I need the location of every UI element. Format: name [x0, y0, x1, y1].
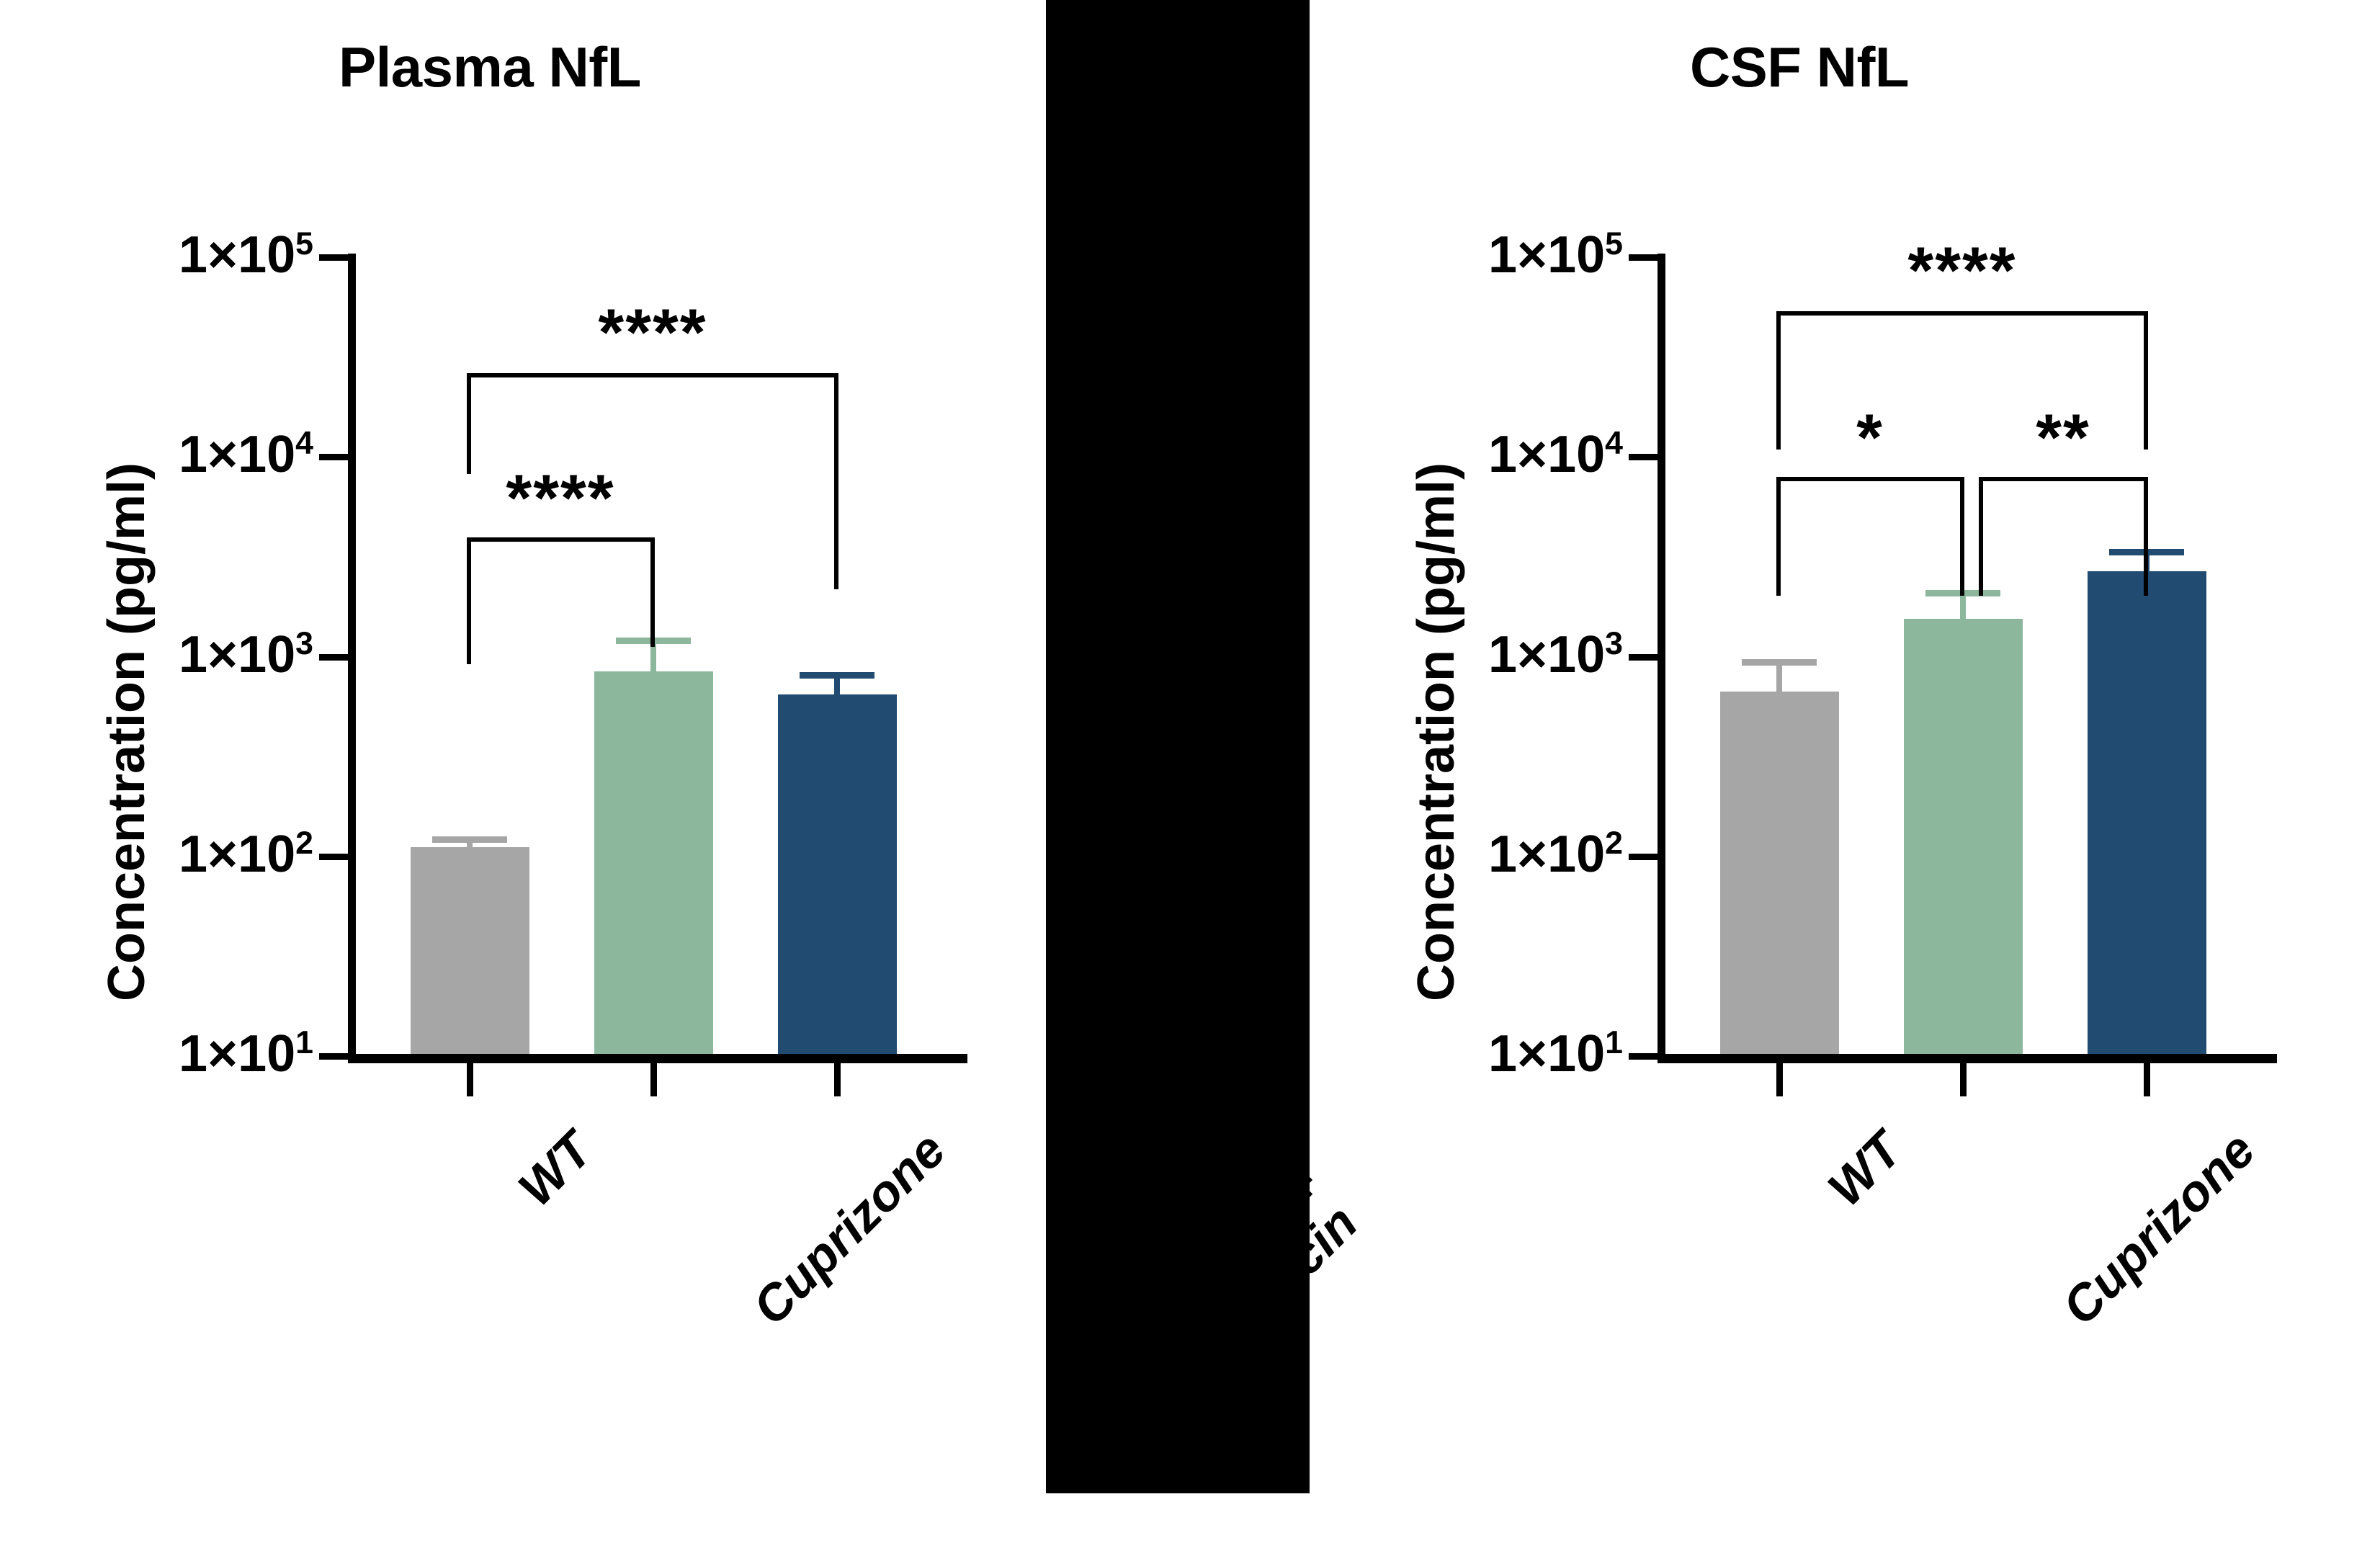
y-tick-label-1e3-csf: 1×103: [1367, 625, 1623, 684]
error-bar-cap-csf-wt: [1742, 659, 1817, 666]
y-tick-label-1e3-plasma: 1×103: [58, 625, 313, 684]
significance-bracket-csf-wt-vs-cuprizone: [1776, 477, 1964, 596]
y-tick-label-1e1-plasma: 1×101: [58, 1024, 313, 1083]
x-category-label-csf-cuprizone: Cuprizone: [2051, 1121, 2266, 1336]
y-tick-mantissa: 1×10: [178, 426, 296, 483]
x-category-label-plasma-cuprizone: Cuprizone: [741, 1121, 957, 1336]
error-bar-cap-plasma-wt: [432, 836, 507, 843]
x-axis-line-plasma: [348, 1054, 967, 1063]
y-tick-exponent: 3: [295, 626, 313, 661]
panel-divider: [1046, 0, 1310, 1493]
significance-label-plasma-wt-vs-cuprizone-rapamycin: ****: [598, 296, 707, 370]
panel-title-csf: CSF NfL: [1689, 35, 1910, 99]
x-tick-mark-csf-1: [1960, 1063, 1967, 1096]
y-tick-exponent: 1: [1605, 1025, 1623, 1060]
significance-label-plasma-wt-vs-cuprizone: ****: [506, 462, 615, 535]
panel-csf: CSF NfL Concentration (pg/ml) 1×105 1×10…: [1310, 0, 2380, 1493]
y-tick-label-1e4-plasma: 1×104: [58, 425, 313, 484]
significance-bracket-plasma-wt-vs-cuprizone-rapamycin: [467, 373, 838, 589]
y-tick-mark-1e3-csf: [1629, 654, 1659, 661]
y-tick-mark-1e1-plasma: [319, 1053, 349, 1060]
y-tick-label-1e2-csf: 1×102: [1367, 825, 1623, 884]
significance-bracket-csf-wt-vs-cuprizone-rapamycin: [1776, 311, 2148, 450]
bar-csf-wt: [1720, 692, 1839, 1054]
x-category-label-csf-wt: WT: [1817, 1121, 1913, 1217]
error-bar-stem-csf-wt: [1776, 661, 1782, 697]
bar-plasma-wt: [411, 847, 529, 1054]
error-bar-cap-plasma-cuprizone-rapamycin: [800, 672, 874, 679]
y-tick-mark-1e3-plasma: [319, 654, 349, 661]
y-tick-mark-1e2-csf: [1629, 854, 1659, 860]
y-tick-label-1e2-plasma: 1×102: [58, 825, 313, 884]
x-tick-mark-plasma-2: [834, 1063, 841, 1096]
x-tick-mark-csf-0: [1776, 1063, 1783, 1096]
significance-label-csf-wt-vs-cuprizone: *: [1856, 401, 1884, 475]
y-tick-mark-1e2-plasma: [319, 854, 349, 860]
y-tick-mantissa: 1×10: [178, 826, 296, 883]
panel-title-plasma: Plasma NfL: [339, 35, 641, 99]
y-tick-exponent: 4: [1605, 426, 1623, 461]
y-tick-label-1e5-csf: 1×105: [1367, 225, 1623, 285]
y-tick-mark-1e4-plasma: [319, 454, 349, 460]
y-tick-exponent: 1: [295, 1025, 313, 1060]
figure-canvas: Plasma NfL Concentration (pg/ml) 1×105 1…: [0, 0, 2380, 1493]
y-tick-mantissa: 1×10: [178, 226, 296, 284]
y-tick-exponent: 5: [1605, 226, 1623, 261]
y-tick-label-1e4-csf: 1×104: [1367, 425, 1623, 484]
significance-label-csf-cuprizone-vs-cuprizone-rapamycin: **: [2036, 401, 2090, 475]
x-category-line: Cuprizone: [741, 1121, 957, 1336]
x-tick-mark-plasma-1: [650, 1063, 657, 1096]
y-tick-exponent: 2: [295, 826, 313, 861]
error-bar-stem-plasma-wt: [467, 839, 473, 854]
y-tick-mantissa: 1×10: [1488, 626, 1606, 684]
y-axis-line-plasma: [348, 254, 356, 1060]
bar-plasma-cuprizone-rapamycin: [778, 694, 897, 1054]
y-tick-mantissa: 1×10: [1488, 426, 1606, 483]
y-tick-mark-1e5-plasma: [319, 254, 349, 261]
error-bar-stem-csf-cuprizone: [1960, 592, 1966, 625]
plot-area-csf: 1×105 1×104 1×103 1×102 1×101: [1310, 0, 2380, 1493]
y-tick-mark-1e5-csf: [1629, 254, 1659, 261]
bar-csf-cuprizone-rapamycin: [2088, 571, 2206, 1054]
plot-area-plasma: 1×105 1×104 1×103 1×102 1×101: [0, 0, 1368, 1493]
x-category-label-csf-cuprizone-rapamycin: Cuprizone + Rapamycin: [2280, 1121, 2380, 1555]
x-category-line: WT: [507, 1121, 603, 1217]
y-tick-label-1e5-plasma: 1×105: [58, 225, 313, 285]
error-bar-stem-plasma-cuprizone-rapamycin: [834, 674, 840, 700]
y-tick-mark-1e4-csf: [1629, 454, 1659, 460]
x-axis-line-csf: [1658, 1054, 2277, 1063]
y-tick-label-1e1-csf: 1×101: [1367, 1024, 1623, 1083]
y-tick-mantissa: 1×10: [1488, 826, 1606, 883]
x-tick-mark-csf-2: [2144, 1063, 2150, 1096]
y-tick-mantissa: 1×10: [1488, 1025, 1606, 1083]
bar-csf-cuprizone: [1904, 619, 2023, 1054]
y-tick-mantissa: 1×10: [178, 626, 296, 684]
significance-bracket-csf-cuprizone-vs-cuprizone-rapamycin: [1979, 477, 2148, 596]
y-tick-exponent: 4: [295, 426, 313, 461]
y-tick-mark-1e1-csf: [1629, 1053, 1659, 1060]
error-bar-stem-plasma-cuprizone: [650, 640, 656, 677]
y-tick-mantissa: 1×10: [1488, 226, 1606, 284]
x-category-line: Cuprizone: [2051, 1121, 2266, 1336]
bar-plasma-cuprizone: [594, 671, 713, 1054]
x-category-label-plasma-wt: WT: [507, 1121, 604, 1217]
x-tick-mark-plasma-0: [467, 1063, 473, 1096]
y-tick-mantissa: 1×10: [178, 1025, 296, 1083]
panel-plasma: Plasma NfL Concentration (pg/ml) 1×105 1…: [0, 0, 1368, 1493]
y-tick-exponent: 5: [295, 226, 313, 261]
significance-bracket-plasma-wt-vs-cuprizone: [467, 537, 655, 664]
y-axis-line-csf: [1658, 254, 1665, 1060]
y-tick-exponent: 3: [1605, 626, 1623, 661]
y-tick-exponent: 2: [1605, 826, 1623, 861]
significance-label-csf-wt-vs-cuprizone-rapamycin: ****: [1907, 234, 2017, 308]
x-category-line: WT: [1817, 1121, 1912, 1217]
